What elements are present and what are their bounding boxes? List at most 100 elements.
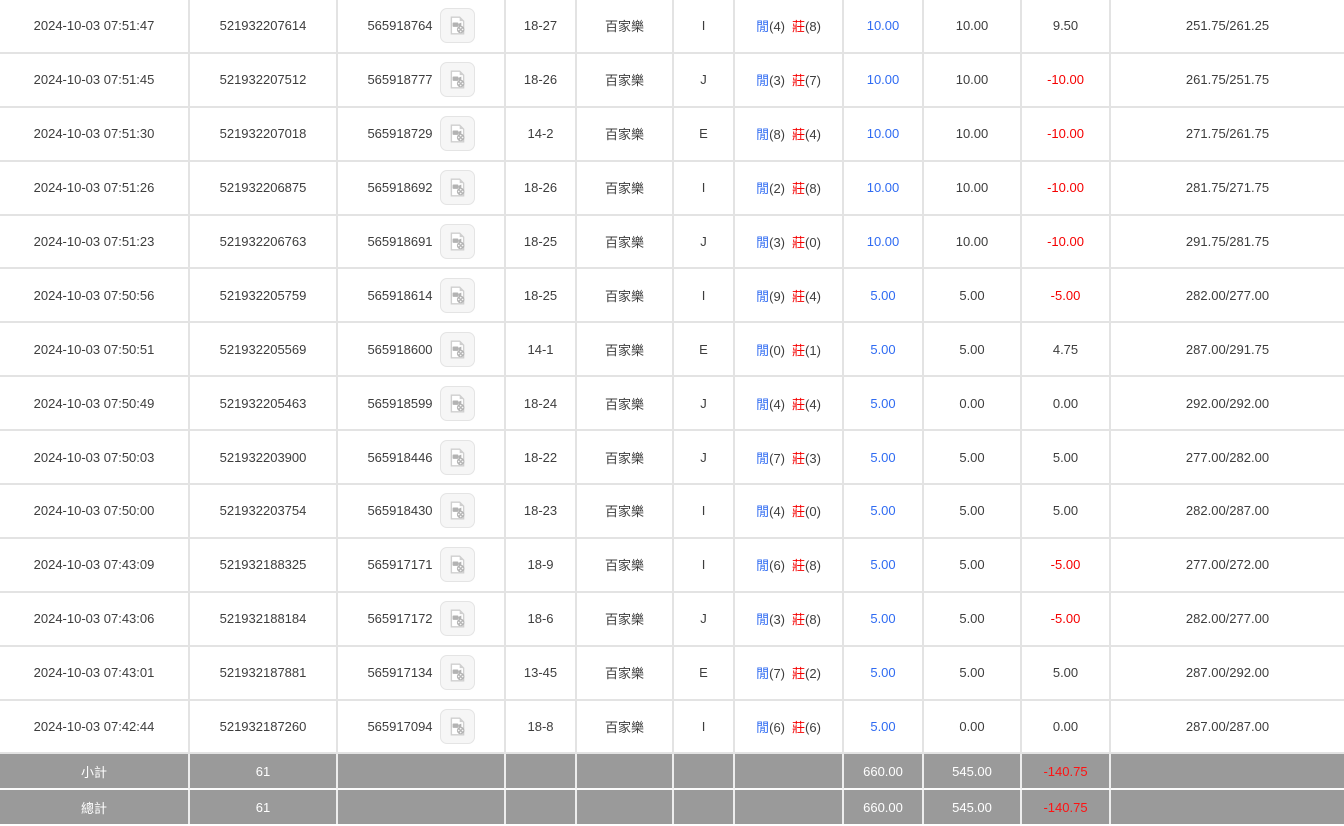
- cell-bet-amount-link[interactable]: 5.00: [844, 485, 924, 539]
- video-replay-button[interactable]: [439, 277, 475, 313]
- cell-round-id: 565917172: [338, 592, 506, 647]
- cell-balance: 292.00/292.00: [1111, 377, 1344, 432]
- cell-bet-amount-link[interactable]: 5.00: [844, 431, 924, 486]
- cell-bet-id: 521932188325: [190, 538, 338, 593]
- video-file-icon: [450, 16, 464, 35]
- banker-label: 莊: [792, 19, 806, 35]
- banker-label: 莊: [792, 181, 806, 197]
- cell-bet-time: 2024-10-03 07:51:26: [0, 161, 190, 216]
- cell-bet-amount-link[interactable]: 5.00: [844, 323, 924, 378]
- cell-bet-amount-link[interactable]: 5.00: [844, 377, 924, 432]
- total-win-loss-total: -140.75: [1022, 790, 1111, 824]
- cell-bet-time: 2024-10-03 07:51:45: [0, 53, 190, 108]
- banker-score: (4): [805, 127, 821, 143]
- cell-bet-id: 521932206875: [190, 161, 338, 216]
- cell-game-name: 百家樂: [577, 215, 674, 270]
- cell-valid-amount: 5.00: [924, 269, 1022, 324]
- subtotal-valid-total: 545.00: [924, 754, 1022, 791]
- video-file-icon: [450, 286, 464, 305]
- player-score: (4): [769, 396, 785, 412]
- round-id-text: 565918446: [367, 449, 433, 465]
- cell-win-loss: -5.00: [1022, 538, 1111, 593]
- player-label: 閒: [756, 73, 770, 89]
- banker-label: 莊: [792, 666, 806, 682]
- cell-bet-amount-link[interactable]: 5.00: [844, 646, 924, 701]
- cell-win-loss: -10.00: [1022, 53, 1111, 108]
- cell-dealer-group: I: [674, 161, 735, 216]
- video-replay-button[interactable]: [439, 709, 475, 745]
- player-label: 閒: [756, 558, 770, 574]
- video-file-icon: [450, 124, 464, 143]
- cell-bet-time: 2024-10-03 07:50:00: [0, 485, 190, 539]
- video-file-icon: [450, 555, 464, 574]
- cell-bet-amount-link[interactable]: 5.00: [844, 269, 924, 324]
- video-file-icon: [450, 609, 464, 628]
- video-replay-button[interactable]: [439, 8, 475, 44]
- video-replay-button[interactable]: [439, 331, 475, 367]
- cell-balance: 291.75/281.75: [1111, 215, 1344, 270]
- banker-score: (0): [805, 235, 821, 250]
- cell-bet-amount-link[interactable]: 10.00: [844, 161, 924, 216]
- cell-game-name: 百家樂: [577, 538, 674, 593]
- video-replay-button[interactable]: [439, 62, 475, 98]
- cell-bet-amount-link[interactable]: 10.00: [844, 0, 924, 54]
- banker-label: 莊: [792, 73, 806, 89]
- cell-game-result: 閒(3) 莊(0): [735, 215, 844, 270]
- cell-valid-amount: 10.00: [924, 215, 1022, 270]
- video-replay-button[interactable]: [439, 385, 475, 421]
- cell-game-name: 百家樂: [577, 592, 674, 647]
- video-replay-button[interactable]: [439, 493, 475, 529]
- cell-round-id: 565918777: [338, 53, 506, 108]
- table-row: 2024-10-03 07:42:44 521932187260 5659170…: [0, 700, 1344, 755]
- cell-bet-amount-link[interactable]: 5.00: [844, 592, 924, 647]
- cell-round-id: 565918600: [338, 323, 506, 378]
- cell-bet-time: 2024-10-03 07:43:01: [0, 646, 190, 701]
- cell-bet-amount-link[interactable]: 10.00: [844, 215, 924, 270]
- banker-score: (1): [805, 342, 821, 358]
- total-empty-cell: [506, 790, 577, 824]
- cell-round-id: 565917171: [338, 538, 506, 593]
- cell-balance: 282.00/277.00: [1111, 269, 1344, 324]
- player-score: (3): [769, 612, 785, 628]
- subtotal-count: 61: [190, 754, 338, 791]
- cell-game-name: 百家樂: [577, 485, 674, 539]
- subtotal-label: 小計: [0, 754, 190, 791]
- round-id-text: 565918430: [367, 503, 433, 519]
- video-replay-button[interactable]: [439, 655, 475, 691]
- cell-bet-amount-link[interactable]: 5.00: [844, 538, 924, 593]
- cell-game-result: 閒(6) 莊(6): [735, 700, 844, 755]
- player-label: 閒: [756, 288, 770, 304]
- total-empty-cell: [577, 790, 674, 824]
- cell-game-result: 閒(4) 莊(4): [735, 377, 844, 432]
- cell-win-loss: 5.00: [1022, 646, 1111, 701]
- video-file-icon: [450, 501, 464, 520]
- cell-game-result: 閒(3) 莊(8): [735, 592, 844, 647]
- player-label: 閒: [756, 450, 770, 466]
- cell-table-round: 14-1: [506, 323, 577, 378]
- banker-label: 莊: [792, 558, 806, 574]
- table-row: 2024-10-03 07:43:06 521932188184 5659171…: [0, 592, 1344, 647]
- video-replay-button[interactable]: [439, 170, 475, 206]
- video-replay-button[interactable]: [439, 601, 475, 637]
- round-id-text: 565918764: [367, 18, 433, 34]
- video-file-icon: [450, 394, 464, 413]
- cell-bet-amount-link[interactable]: 5.00: [844, 700, 924, 755]
- cell-bet-amount-link[interactable]: 10.00: [844, 53, 924, 108]
- table-row: 2024-10-03 07:51:30 521932207018 5659187…: [0, 107, 1344, 162]
- cell-game-name: 百家樂: [577, 0, 674, 54]
- total-empty-cell: [735, 790, 844, 824]
- video-replay-button[interactable]: [439, 547, 475, 583]
- video-replay-button[interactable]: [439, 116, 475, 152]
- cell-game-result: 閒(8) 莊(4): [735, 107, 844, 162]
- cell-bet-amount-link[interactable]: 10.00: [844, 107, 924, 162]
- player-label: 閒: [756, 720, 770, 736]
- cell-game-result: 閒(6) 莊(8): [735, 538, 844, 593]
- video-replay-button[interactable]: [439, 439, 475, 475]
- cell-dealer-group: E: [674, 646, 735, 701]
- banker-score: (7): [805, 73, 821, 89]
- video-replay-button[interactable]: [439, 224, 475, 259]
- cell-valid-amount: 5.00: [924, 646, 1022, 701]
- cell-valid-amount: 5.00: [924, 323, 1022, 378]
- player-score: (8): [769, 127, 785, 143]
